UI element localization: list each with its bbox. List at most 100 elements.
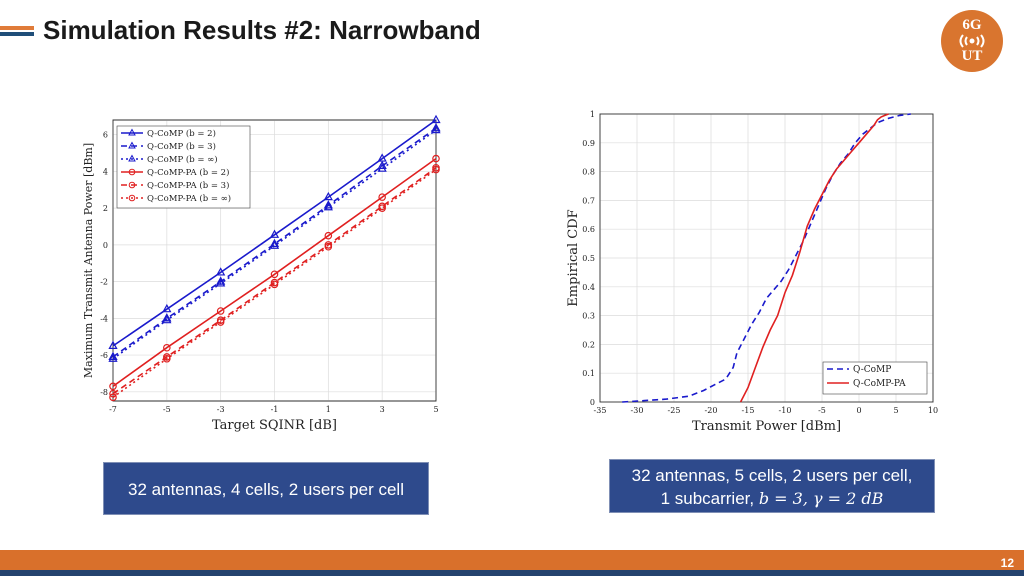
series-line-1 <box>622 113 911 403</box>
legend-marker <box>128 181 136 189</box>
power-vs-sqinr-plot: -7 -5 -3 -1 1 3 5 -8 -6 -4 -2 0 2 4 6 Target SQINR [dB]… <box>82 114 441 433</box>
data-point-triangle <box>323 202 333 211</box>
data-point-circle <box>324 231 333 240</box>
x-tick-label: -1 <box>271 405 279 414</box>
legend-entry: Q-CoMP-PA (b = 2) <box>147 167 229 178</box>
data-point-circle <box>163 354 171 363</box>
y-tick-label: 0 <box>103 241 108 250</box>
right-caption-line2: 1 subcarrier, b = 3, γ = 2 dB <box>610 487 934 510</box>
data-point-triangle <box>162 303 172 313</box>
data-point-triangle <box>162 314 172 324</box>
power-vs-sqinr-chart: -7 -5 -3 -1 1 3 5 -8 -6 -4 -2 0 2 4 6 Target SQINR [dB]… <box>76 110 456 440</box>
right-caption: 32 antennas, 5 cells, 2 users per cell, … <box>609 459 935 513</box>
x-tick-label: 5 <box>893 406 898 415</box>
y-tick-label: -2 <box>100 278 108 287</box>
series-line-2 <box>739 113 889 403</box>
data-point-circle <box>324 242 333 251</box>
data-point-triangle <box>108 340 118 350</box>
caption-gamma-symbol: γ <box>813 489 823 508</box>
legend-marker <box>128 141 136 149</box>
series-line-4 <box>112 157 437 387</box>
legend-marker <box>128 154 136 162</box>
legend-marker <box>128 168 136 176</box>
data-point-circle <box>432 165 440 174</box>
legend-entry: Q-CoMP-PA (b = 3) <box>147 180 229 191</box>
legend-entry: Q-CoMP <box>853 365 891 375</box>
logo-bottom-text: UT <box>961 48 983 64</box>
data-point-circle <box>270 270 279 279</box>
y-tick-label: 0.3 <box>582 312 595 321</box>
data-point-circle <box>378 193 386 201</box>
x-tick-label: -35 <box>594 406 607 415</box>
legend-entry: Q-CoMP-PA (b = ∞) <box>147 193 231 204</box>
data-point-circle <box>109 382 117 391</box>
y-tick-label: 6 <box>103 131 108 140</box>
data-point-circle <box>270 280 279 289</box>
cdf-plot: -35 -30 -25 -20 -15 -10 -5 0 5 10 0 0.1 0.2 0.3 0.4 0.5… <box>566 110 938 434</box>
x-tick-label: 5 <box>433 405 438 414</box>
data-point-triangle <box>377 163 387 172</box>
logo-top-text: 6G <box>962 17 982 33</box>
y-tick-label: 0.6 <box>582 225 595 234</box>
series-line-3 <box>112 129 437 360</box>
y-axis-label: Maximum Transmit Antenna Power [dBm] <box>82 143 95 378</box>
slide-title: Simulation Results #2: Narrowband <box>43 15 481 45</box>
x-tick-label: -5 <box>818 406 826 415</box>
legend-box <box>116 125 251 209</box>
x-tick-label: -3 <box>217 405 225 414</box>
y-tick-label: 0.8 <box>582 168 595 177</box>
footer-bar-navy <box>0 570 1024 576</box>
legend-entry: Q-CoMP-PA <box>853 379 906 389</box>
legend-marker <box>128 128 136 136</box>
data-point-triangle <box>431 114 441 124</box>
x-tick-label: 10 <box>928 406 938 415</box>
data-point-triangle <box>216 278 226 287</box>
x-axis-label: Target SQINR [dB] <box>212 418 337 433</box>
data-point-triangle <box>108 351 118 361</box>
legend-entry: Q-CoMP (b = 3) <box>147 141 216 152</box>
y-tick-label: 0.5 <box>582 254 595 263</box>
y-tick-label: 0.4 <box>582 283 595 292</box>
data-point-circle <box>432 154 440 163</box>
title-accent-orange <box>0 26 34 30</box>
plot-border <box>599 113 934 403</box>
x-tick-label: -5 <box>163 405 171 414</box>
x-axis-label: Transmit Power [dBm] <box>692 419 841 434</box>
data-point-circle <box>109 393 117 402</box>
series-line-5 <box>112 167 437 395</box>
y-tick-label: -4 <box>100 314 108 323</box>
y-tick-label: 0.2 <box>582 340 595 349</box>
y-tick-label: 0 <box>590 398 595 407</box>
antenna-wave-icon <box>959 34 985 48</box>
data-point-triangle <box>323 200 333 209</box>
x-tick-label: -30 <box>631 406 644 415</box>
x-tick-label: -25 <box>668 406 681 415</box>
data-point-triangle <box>269 229 280 238</box>
caption-b-value: = 3, <box>769 489 814 508</box>
legend-entry: Q-CoMP (b = 2) <box>147 128 216 139</box>
data-point-triangle <box>108 353 118 362</box>
y-axis-label: Empirical CDF <box>566 209 581 306</box>
data-point-triangle <box>216 267 226 276</box>
y-tick-label: 1 <box>590 110 595 119</box>
x-tick-label: 3 <box>380 405 385 414</box>
legend-entry: Q-CoMP (b = ∞) <box>147 154 218 165</box>
caption-subcarrier-text: 1 subcarrier, <box>660 489 759 508</box>
legend-marker <box>128 194 136 202</box>
page-number: 12 <box>1000 556 1014 570</box>
data-point-triangle <box>269 240 280 249</box>
right-caption-line1: 32 antennas, 5 cells, 2 users per cell, <box>631 466 913 485</box>
cdf-chart: -35 -30 -25 -20 -15 -10 -5 0 5 10 0 0.1 0.2 0.3 0.4 0.5… <box>560 100 950 445</box>
x-tick-label: -15 <box>742 406 755 415</box>
data-point-circle <box>216 307 225 315</box>
data-point-triangle <box>323 191 333 201</box>
plot-border <box>112 119 437 402</box>
y-tick-label: 0.1 <box>582 369 595 378</box>
data-point-circle <box>378 204 386 212</box>
x-tick-label: -7 <box>109 405 117 414</box>
y-tick-label: 4 <box>103 167 108 176</box>
y-tick-label: 0.7 <box>582 196 595 205</box>
y-tick-label: -8 <box>100 388 108 397</box>
x-tick-label: 1 <box>326 405 331 414</box>
x-tick-label: -10 <box>779 406 792 415</box>
